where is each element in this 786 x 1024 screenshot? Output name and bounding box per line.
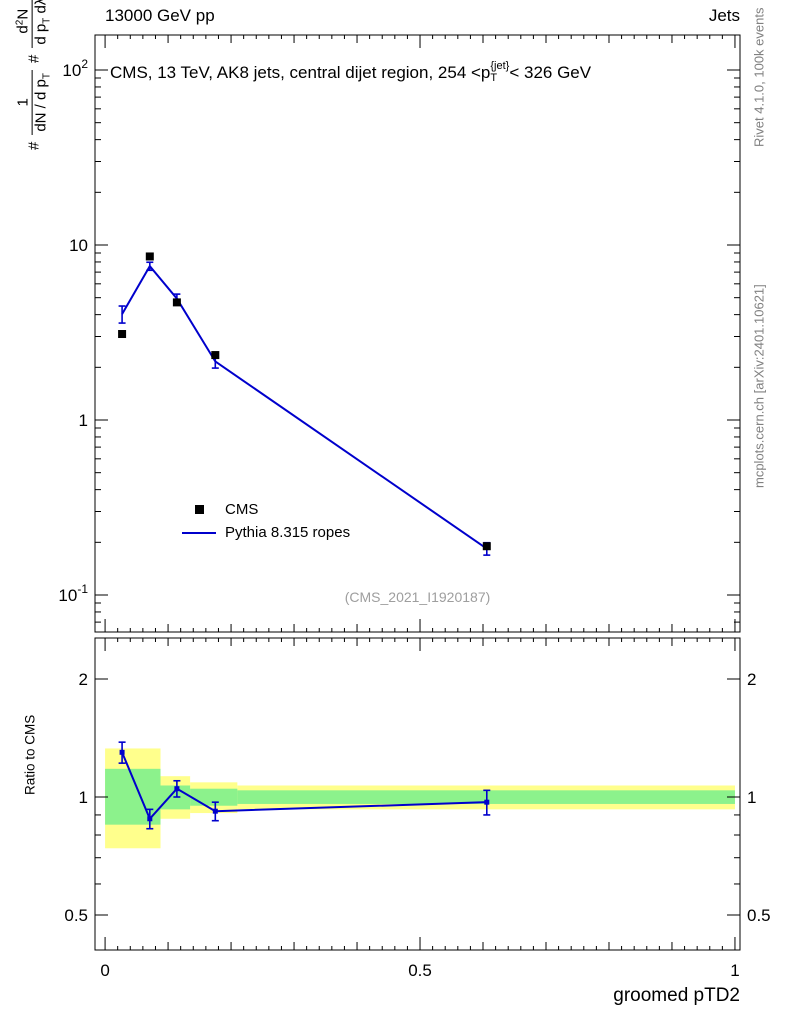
ylabel-frac1-numerator: 1 xyxy=(14,70,33,135)
legend-label-cms: CMS xyxy=(225,501,259,518)
legend-item-cms: CMS xyxy=(182,498,350,521)
cms-data-point xyxy=(482,542,491,551)
legend-label-pythia: Pythia 8.315 ropes xyxy=(225,524,351,541)
ylabel-frac2-numerator: d2N xyxy=(14,0,33,48)
ratio-y-tick-label: 1 xyxy=(79,788,88,807)
plot-title: CMS, 13 TeV, AK8 jets, central dijet reg… xyxy=(110,60,592,85)
x-axis-title: groomed pTD2 xyxy=(613,985,740,1006)
watermark: (CMS_2021_I1920187) xyxy=(344,589,491,605)
cms-data-point xyxy=(172,298,181,307)
ratio-y-tick-label-right: 1 xyxy=(747,788,756,807)
main-y-tick-label: 1 xyxy=(79,411,88,430)
main-y-tick-label: 10-1 xyxy=(58,582,88,605)
ratio-y-tick-label-right: 2 xyxy=(747,670,756,689)
x-tick-label: 1 xyxy=(730,961,739,980)
ylabel-frac2-denominator: d pT dλ xyxy=(32,0,53,45)
uncertainty-band-green xyxy=(190,788,238,806)
ylabel-hash-1: # xyxy=(25,141,43,150)
main-panel-frame xyxy=(94,34,741,633)
legend-item-pythia: Pythia 8.315 ropes xyxy=(182,521,350,544)
main-y-tick-label: 102 xyxy=(62,57,88,80)
ratio-data-point xyxy=(484,799,490,805)
cms-data-point xyxy=(118,330,127,339)
plot-title-text: CMS, 13 TeV, AK8 jets, central dijet reg… xyxy=(110,63,491,83)
legend-swatch xyxy=(182,531,216,534)
main-y-tick-label: 10 xyxy=(69,236,88,255)
x-tick-label: 0.5 xyxy=(408,961,432,980)
cms-data-point xyxy=(145,252,154,261)
pt-jet-supsub: {jet} T xyxy=(490,60,510,84)
plot-title-subscript: T xyxy=(490,71,498,84)
pythia-line-icon xyxy=(182,531,216,534)
ratio-y-tick-label: 0.5 xyxy=(64,906,88,925)
analysis-group-label: Jets xyxy=(708,6,740,25)
ratio-y-tick-label: 2 xyxy=(79,670,88,689)
ylabel-frac1-denominator: dN / d pT xyxy=(32,73,53,132)
plot-title-text-end: < 326 GeV xyxy=(509,63,592,83)
ylabel-fraction-1: 1 dN / d pT xyxy=(14,70,54,135)
cms-data-point xyxy=(211,351,220,360)
x-tick-label: 0 xyxy=(100,961,109,980)
legend-swatch xyxy=(182,505,216,514)
beam-energy-label: 13000 GeV pp xyxy=(105,6,215,25)
ratio-data-point xyxy=(212,808,218,814)
ylabel-hash-2: # xyxy=(25,54,43,64)
ratio-panel-frame xyxy=(94,637,741,951)
cms-square-marker-icon xyxy=(194,505,204,514)
plot-title-superscript: {jet} xyxy=(490,60,510,72)
legend: CMS Pythia 8.315 ropes xyxy=(182,498,350,544)
ratio-data-point xyxy=(147,816,153,822)
ylabel-fraction-2: d2N d pT dλ xyxy=(14,0,54,48)
ratio-data-point xyxy=(119,749,125,755)
ratio-data-point xyxy=(174,786,180,792)
ratio-y-tick-label-right: 0.5 xyxy=(747,906,771,925)
